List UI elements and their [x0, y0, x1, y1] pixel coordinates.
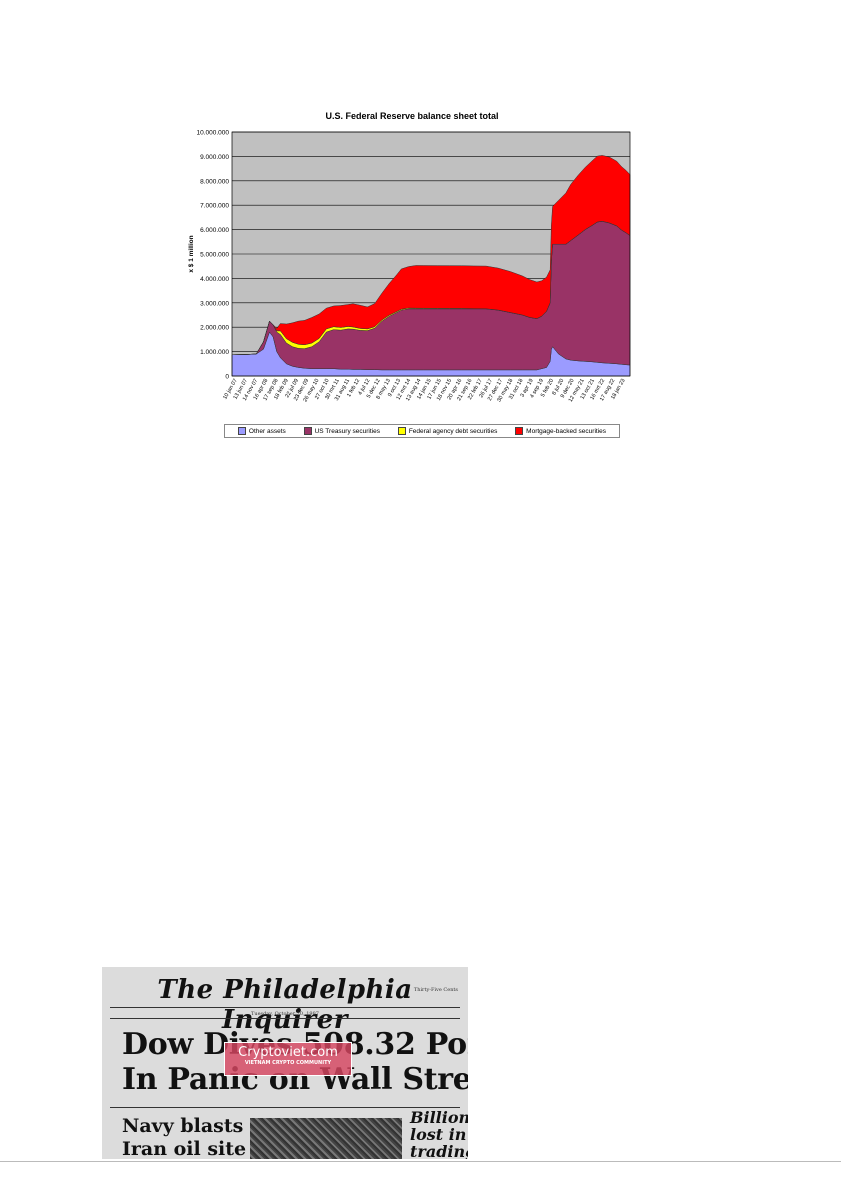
legend-label: Other assets [248, 427, 286, 435]
legend-label: Federal agency debt securities [408, 427, 498, 435]
page-bottom-rule [0, 1161, 841, 1162]
left-sub-line-2: Iran oil site [122, 1138, 247, 1159]
masthead-rule [110, 1007, 460, 1008]
legend-label: US Treasury securities [314, 427, 380, 435]
y-axis-label: x $ 1 million [188, 235, 195, 272]
legend-item: Mortgage-backed securities [515, 427, 606, 435]
y-tick-label: 3.000.000 [200, 300, 229, 307]
legend-swatch [397, 427, 406, 435]
chart-title: U.S. Federal Reserve balance sheet total [325, 111, 499, 121]
y-tick-label: 7.000.000 [200, 203, 229, 210]
y-tick-label: 4.000.000 [200, 276, 229, 283]
left-sub-line-1: Navy blasts [122, 1115, 244, 1137]
legend-item: Other assets [237, 427, 286, 435]
newspaper-price: Thirty-Five Cents [413, 987, 458, 993]
legend-swatch [515, 427, 524, 435]
left-subheadline: Navy blasts Iran oil site [122, 1115, 246, 1159]
y-tick-label: 9.000.000 [200, 154, 229, 161]
y-tick-label: 10.000.000 [196, 130, 229, 137]
legend-label: Mortgage-backed securities [526, 427, 607, 435]
dateline-rule [110, 1018, 460, 1019]
y-tick-label: 2.000.000 [200, 325, 229, 332]
y-tick-label: 8.000.000 [200, 178, 229, 185]
right-subheadline: Billions lost in trading [410, 1109, 468, 1159]
watermark-logo: Cryptoviet.com VIETNAM CRYPTO COMMUNITY [224, 1042, 352, 1076]
newspaper-clipping: The Philadelphia Inquirer Thirty-Five Ce… [102, 967, 468, 1159]
newspaper-masthead: The Philadelphia Inquirer [157, 975, 413, 1035]
y-tick-label: 1.000.000 [200, 349, 229, 356]
chart-legend: Other assets US Treasury securities Federa… [224, 424, 620, 438]
y-tick-label: 5.000.000 [200, 252, 229, 259]
right-sub-line-3: trading [410, 1142, 468, 1159]
newspaper-dateline: Tuesday, October 20, 1987 [251, 1011, 319, 1017]
legend-item: Federal agency debt securities [397, 427, 498, 435]
balance-sheet-chart: 0 1.000.000 2.000.000 3.000.000 4.000.000 5.0… [182, 108, 642, 443]
watermark-main: Cryptoviet.com [238, 1045, 338, 1060]
right-sub-line-2: lost in [410, 1125, 467, 1144]
legend-item: US Treasury securities [303, 427, 380, 435]
y-tick-label: 6.000.000 [200, 227, 229, 234]
trading-floor-photo [250, 1118, 402, 1159]
chart-canvas: 0 1.000.000 2.000.000 3.000.000 4.000.000 5.0… [188, 130, 631, 403]
right-sub-line-1: Billions [410, 1108, 468, 1127]
watermark-sub: VIETNAM CRYPTO COMMUNITY [244, 1060, 332, 1066]
y-tick-label: 0 [225, 374, 229, 381]
plot-border [231, 131, 631, 377]
legend-swatch [237, 427, 246, 435]
headline-rule [110, 1107, 460, 1108]
legend-swatch [303, 427, 312, 435]
